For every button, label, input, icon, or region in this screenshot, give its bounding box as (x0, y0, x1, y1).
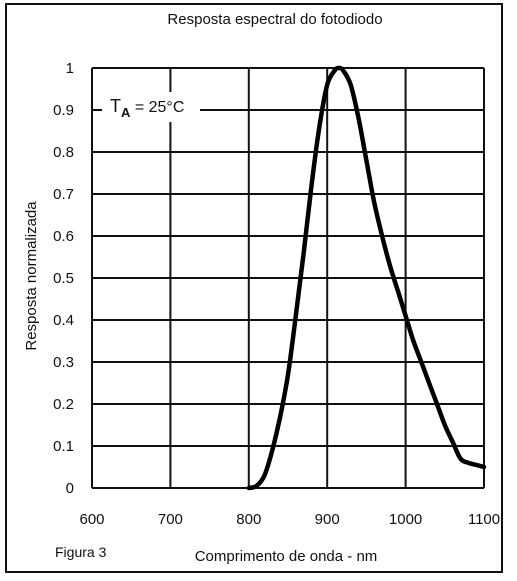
y-tick-label: 0.1 (53, 438, 74, 455)
data-point (310, 184, 314, 188)
x-tick-label: 1100 (468, 511, 500, 528)
y-tick-label: 0.8 (53, 144, 74, 161)
data-point (302, 251, 306, 255)
data-point (333, 68, 337, 72)
series-line (246, 65, 487, 491)
x-tick-labels: 600 700 800 900 1000 1100 (79, 511, 500, 528)
data-point (419, 360, 423, 364)
data-point (443, 423, 447, 427)
y-tick-label: 0.5 (53, 270, 74, 287)
data-point (411, 339, 415, 343)
data-point (458, 457, 462, 461)
x-tick-label: 800 (236, 511, 261, 528)
x-axis-label: Comprimento de onda - nm (195, 548, 378, 565)
data-point (255, 484, 259, 488)
data-point (388, 263, 392, 267)
y-tick-label: 1 (66, 60, 74, 77)
figure-label: Figura 3 (55, 544, 107, 560)
y-tick-label: 0.7 (53, 186, 74, 203)
y-tick-label: 0.6 (53, 228, 74, 245)
data-point (466, 461, 470, 465)
x-tick-label: 900 (315, 511, 340, 528)
data-point (451, 440, 455, 444)
data-point (404, 314, 408, 318)
temperature-annotation: TA = 25°C (110, 96, 184, 120)
data-point (337, 66, 341, 70)
chart-title: Resposta espectral do fotodiodo (167, 11, 382, 28)
y-tick-labels: 0 0.1 0.2 0.3 0.4 0.5 0.6 0.7 0.8 0.9 1 (53, 60, 74, 497)
data-point (247, 486, 251, 490)
annotation-background (102, 92, 200, 122)
data-point (278, 415, 282, 419)
y-tick-label: 0.4 (53, 312, 74, 329)
figure-frame (5, 3, 503, 573)
data-point (435, 402, 439, 406)
data-point (427, 381, 431, 385)
data-point (286, 373, 290, 377)
data-point (341, 68, 345, 72)
data-point (357, 116, 361, 120)
data-point (325, 83, 329, 87)
data-point (317, 125, 321, 129)
data-point (294, 314, 298, 318)
data-point (372, 200, 376, 204)
y-tick-label: 0.3 (53, 354, 74, 371)
x-tick-label: 600 (79, 511, 104, 528)
x-tick-label: 1000 (389, 511, 422, 528)
y-tick-label: 0.2 (53, 396, 74, 413)
data-point (396, 289, 400, 293)
y-tick-label: 0 (66, 480, 74, 497)
data-point (364, 158, 368, 162)
grid (91, 67, 485, 489)
y-tick-label: 0.9 (53, 102, 74, 119)
data-point (262, 473, 266, 477)
data-point (270, 448, 274, 452)
data-point (380, 234, 384, 238)
y-axis-label: Resposta normalizada (23, 201, 40, 351)
data-point (349, 83, 353, 87)
data-point (474, 463, 478, 467)
data-point (482, 465, 486, 469)
x-tick-label: 700 (158, 511, 183, 528)
